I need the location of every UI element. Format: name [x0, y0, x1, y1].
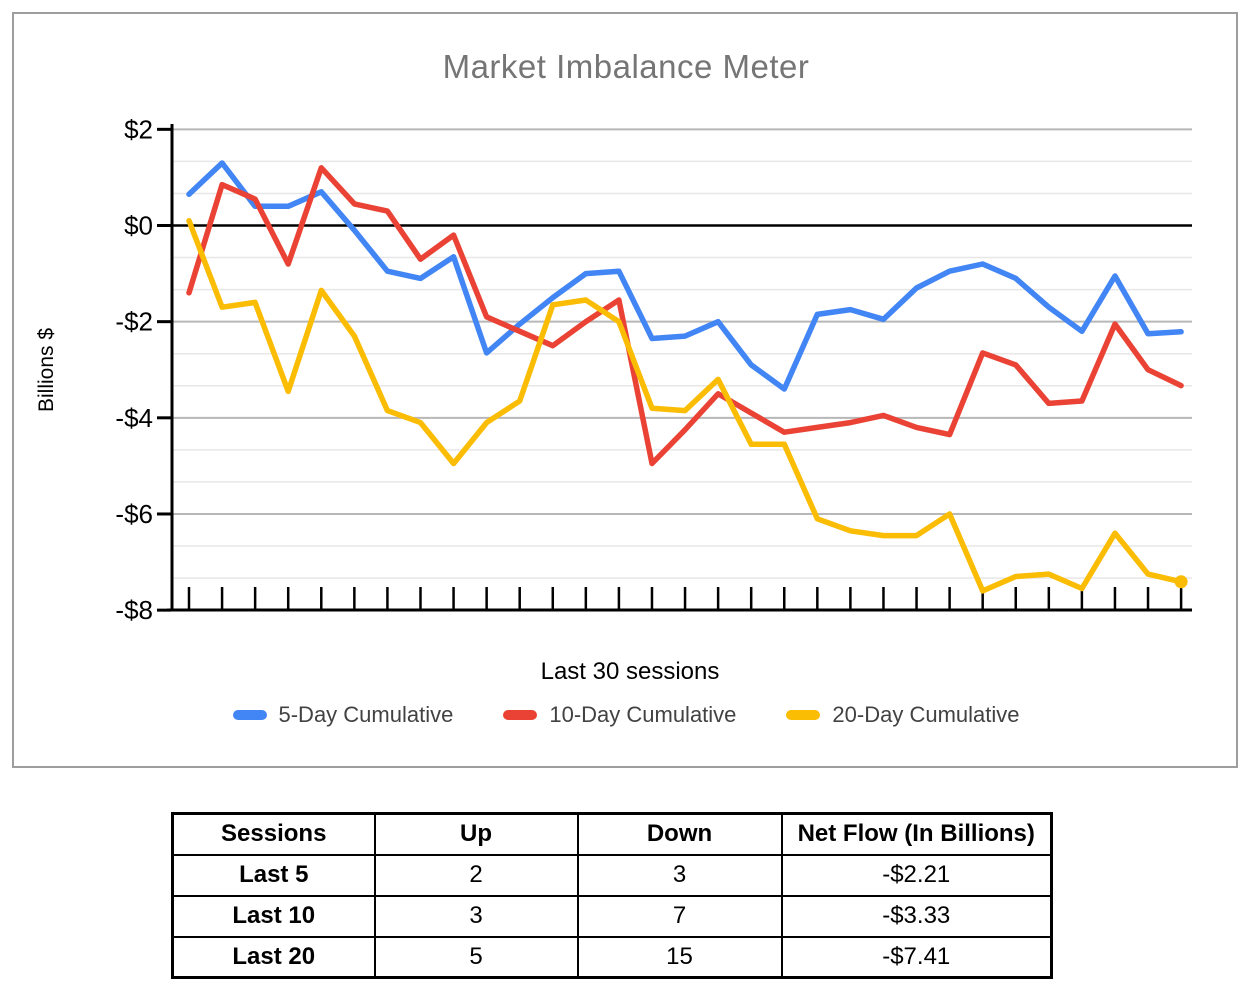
legend-label: 10-Day Cumulative	[549, 702, 737, 727]
table-data-cell: -$7.41	[780, 935, 1053, 979]
series-end-dot	[1174, 575, 1188, 589]
y-axis-title: Billions $	[30, 240, 64, 500]
series-line-20-day-cumulative	[186, 217, 1184, 594]
legend-swatch-icon	[503, 710, 538, 720]
x-axis-title: Last 30 sessions	[540, 658, 720, 685]
table-data-cell: 5	[373, 935, 579, 979]
table-row-header-cell: Last 20	[171, 935, 376, 979]
y-axis-title-text: Billions $	[35, 327, 59, 413]
table-data-cell: -$3.33	[780, 894, 1053, 938]
y-tick-label: -$2	[115, 307, 153, 337]
legend-swatch-icon	[786, 710, 821, 720]
table-row: Last 20 5 15 -$7.41	[171, 935, 1053, 979]
table-data-cell: 3	[373, 894, 579, 938]
table-header-row: Sessions Up Down Net Flow (In Billions)	[171, 812, 1053, 856]
legend-label: 20-Day Cumulative	[832, 702, 1020, 727]
legend-item: 10-Day Cumulative	[503, 702, 736, 728]
line-chart-plot: $2 $0 -$2 -$4 -$6 -$8	[115, 114, 1192, 625]
table-header-cell: Sessions	[171, 812, 376, 856]
table-row-header-cell: Last 5	[171, 853, 376, 897]
legend-item: 20-Day Cumulative	[786, 702, 1020, 728]
y-tick-label: $2	[124, 114, 153, 144]
table-data-cell: 15	[576, 935, 783, 979]
chart-legend: 5-Day Cumulative 10-Day Cumulative 20-Day …	[0, 702, 1252, 728]
series-line-5-day-cumulative	[186, 160, 1184, 392]
table-row: Last 5 2 3 -$2.21	[171, 853, 1053, 897]
table-data-cell: 7	[576, 894, 783, 938]
table-data-cell: 2	[373, 853, 579, 897]
series-line-10-day-cumulative	[186, 165, 1184, 467]
table-data-cell: 3	[576, 853, 783, 897]
table-header-cell: Net Flow (In Billions)	[780, 812, 1053, 856]
table-header-cell: Up	[373, 812, 579, 856]
sessions-stats-table[interactable]: Sessions Up Down Net Flow (In Billions) Las…	[171, 812, 1053, 979]
table-data-cell: -$2.21	[780, 853, 1053, 897]
table-row-header-cell: Last 10	[171, 894, 376, 938]
table-header-cell: Down	[576, 812, 783, 856]
y-tick-label: -$4	[115, 403, 153, 433]
legend-label: 5-Day Cumulative	[278, 702, 454, 727]
chart-title: Market Imbalance Meter	[442, 48, 810, 85]
chart-card[interactable]	[12, 12, 1238, 768]
legend-swatch-icon	[232, 710, 267, 720]
y-tick-label: $0	[124, 211, 153, 241]
y-tick-label: -$8	[115, 595, 153, 625]
table-row: Last 10 3 7 -$3.33	[171, 894, 1053, 938]
legend-item: 5-Day Cumulative	[232, 702, 454, 728]
y-tick-label: -$6	[115, 499, 153, 529]
